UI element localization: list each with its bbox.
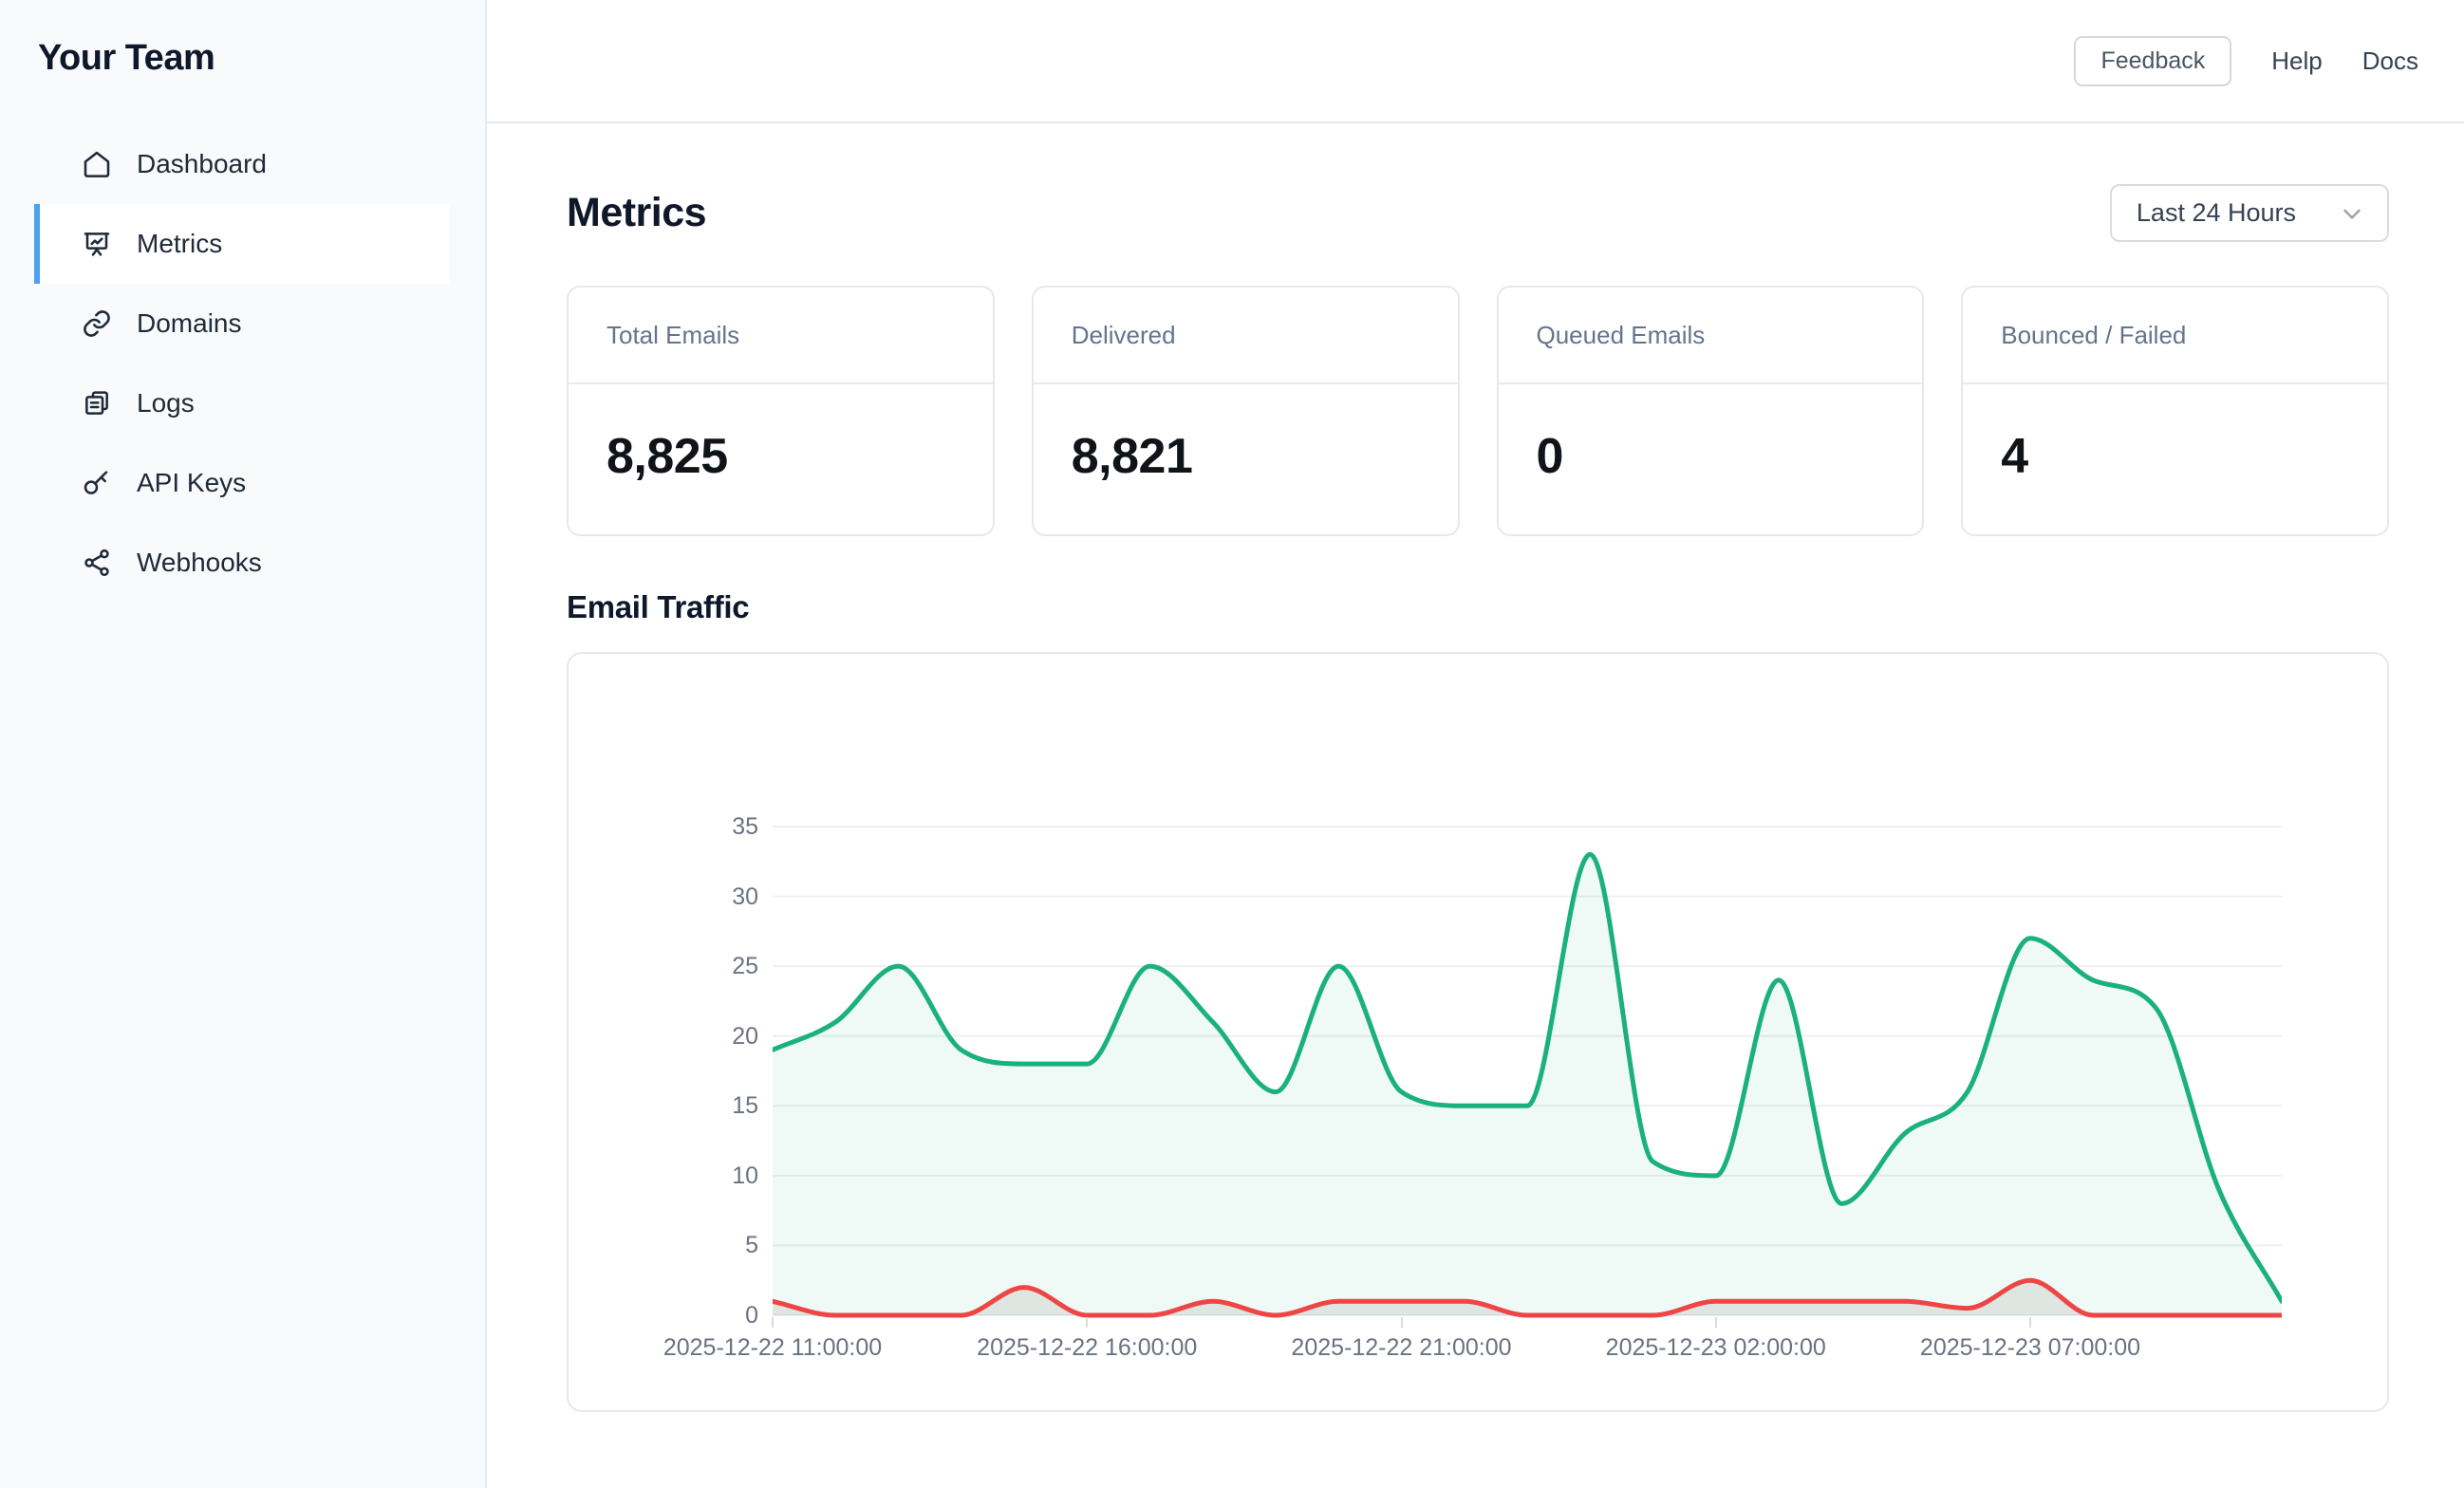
stat-card-total-emails: Total Emails 8,825 [567,286,995,536]
stat-label: Delivered [1071,320,1176,349]
stat-card-bounced: Bounced / Failed 4 [1961,286,2389,536]
sidebar-item-label: Metrics [137,229,223,258]
y-axis-label: 20 [732,1022,758,1050]
home-icon [82,149,112,179]
sidebar-item-webhooks[interactable]: Webhooks [34,523,449,603]
feedback-button[interactable]: Feedback [2074,35,2232,86]
x-axis-label: 2025-12-23 07:00:00 [1919,1334,2141,1361]
sidebar-item-label: Dashboard [137,149,267,178]
stats-row: Total Emails 8,825 Delivered 8,821 Queue… [567,286,2389,536]
y-axis-label: 35 [732,813,758,840]
stat-label: Total Emails [607,320,740,349]
y-axis-label: 30 [732,883,758,910]
presentation-chart-icon [82,229,112,259]
sidebar-item-dashboard[interactable]: Dashboard [34,124,449,204]
x-axis-tick [2029,1317,2031,1328]
email-traffic-title: Email Traffic [567,589,750,624]
help-link[interactable]: Help [2271,46,2323,75]
sidebar-item-label: Logs [137,388,195,418]
stat-value: 8,821 [1071,429,1193,484]
link-icon [82,308,112,339]
docs-link[interactable]: Docs [2361,46,2418,75]
x-axis-tick [1400,1317,1403,1328]
y-axis-label: 10 [732,1162,758,1189]
chart-plot [773,826,2282,1318]
x-axis-tick [772,1317,774,1328]
y-axis-label: 0 [745,1302,758,1329]
sidebar-item-label: API Keys [137,468,247,497]
topbar: Feedback Help Docs [487,0,2464,123]
stat-card-queued: Queued Emails 0 [1496,286,1925,536]
sidebar-item-metrics[interactable]: Metrics [34,204,449,284]
series-area [773,1280,2282,1315]
title-row: Metrics Last 24 Hours [567,184,2389,242]
sidebar-item-logs[interactable]: Logs [34,363,449,443]
share-icon [82,548,112,578]
logs-icon [82,388,112,418]
time-range-select[interactable]: Last 24 Hours [2109,184,2389,242]
x-axis-label: 2025-12-22 16:00:00 [977,1334,1198,1361]
x-axis-label: 2025-12-22 21:00:00 [1291,1334,1512,1361]
sidebar-nav: Dashboard Metrics Domains Logs [0,124,485,603]
y-axis-label: 25 [732,953,758,980]
stat-value: 0 [1536,429,1564,484]
sidebar: Your Team Dashboard Metrics Domains [0,0,487,1488]
chevron-down-icon [2343,209,2361,219]
sidebar-item-label: Domains [137,308,242,338]
page-title: Metrics [567,190,707,235]
series-line [773,1277,2282,1318]
main-area: Feedback Help Docs Metrics Last 24 Hours… [487,0,2464,1488]
x-axis-tick [1086,1317,1089,1328]
time-range-value: Last 24 Hours [2136,198,2296,227]
series-line [773,851,2282,1304]
content: Metrics Last 24 Hours Total Emails 8,825… [487,123,2464,1412]
stat-label: Bounced / Failed [2001,320,2187,349]
sidebar-item-label: Webhooks [137,548,262,577]
series-area [773,854,2282,1315]
x-axis-label: 2025-12-23 02:00:00 [1605,1334,1826,1361]
sidebar-item-api-keys[interactable]: API Keys [34,443,449,523]
team-name: Your Team [38,38,215,78]
key-icon [82,468,112,498]
stat-card-delivered: Delivered 8,821 [1031,286,1460,536]
y-axis-label: 5 [745,1232,758,1259]
sidebar-item-domains[interactable]: Domains [34,284,449,363]
y-axis-label: 15 [732,1092,758,1120]
x-axis-label: 2025-12-22 11:00:00 [663,1334,883,1361]
x-axis-tick [1714,1317,1717,1328]
stat-label: Queued Emails [1536,320,1706,349]
stat-value: 8,825 [607,429,728,484]
stat-value: 4 [2001,429,2028,484]
email-traffic-chart: 0 5 10 15 20 25 30 35 2025-12-22 11:00:00 2025-12… [567,652,2389,1412]
